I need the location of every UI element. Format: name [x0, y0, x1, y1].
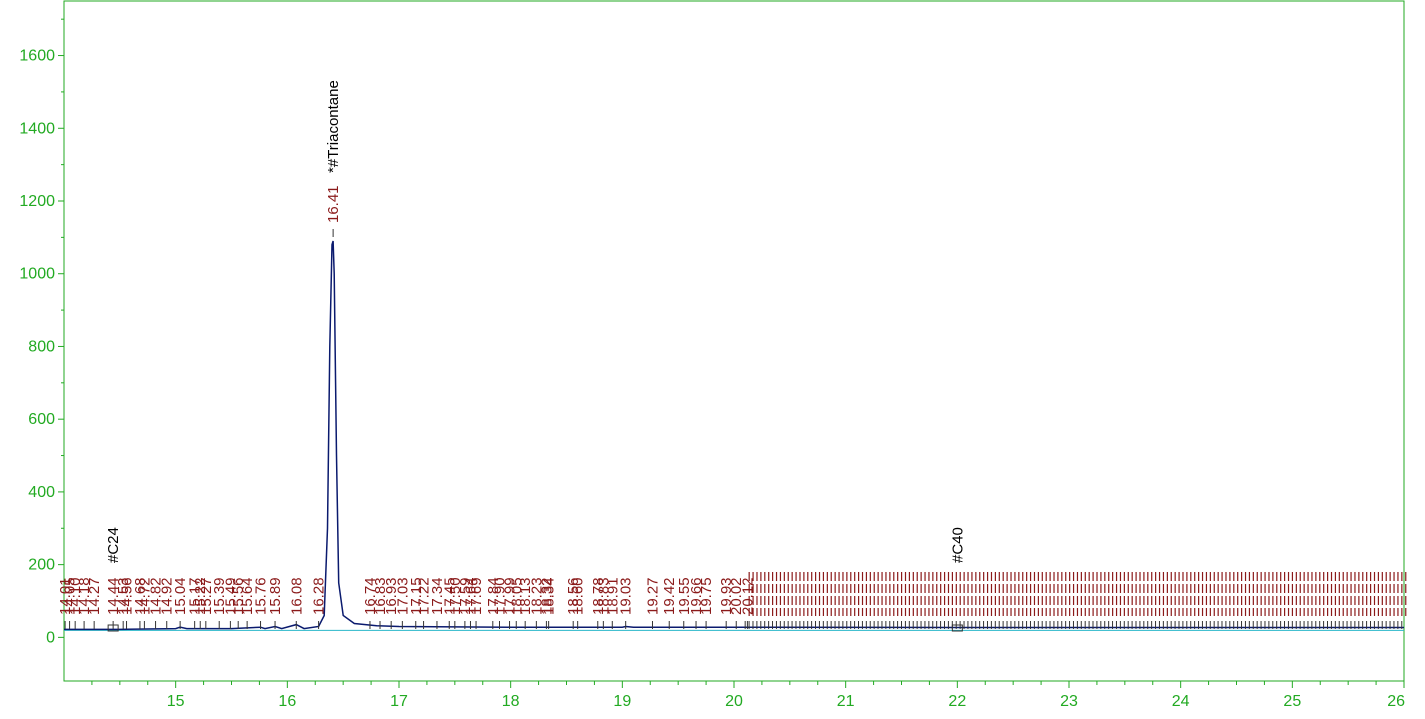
peak-rt-label: 14.05 — [62, 577, 79, 615]
peak-rt-label: 17.15 — [408, 577, 425, 615]
x-tick-label: 19 — [613, 693, 631, 710]
peak-rt-label: 14.10 — [67, 577, 84, 615]
y-axis: 0 200 400 600 800 1000 1200 1400 1600 — [19, 18, 64, 646]
compound-label: #C40 — [949, 527, 966, 563]
peak-rt-label: 15.17 — [187, 577, 204, 615]
peak-rt-label: 14.72 — [136, 577, 153, 615]
peak-rt-label: 19.03 — [618, 577, 635, 615]
peak-rt-label: 19.42 — [661, 577, 678, 615]
compound-label: *#Triacontane — [325, 80, 342, 173]
peak-rt-label: 17.59 — [457, 577, 474, 615]
x-tick-label: 18 — [502, 693, 520, 710]
y-tick-label: 1000 — [19, 266, 55, 283]
peak-rt-label: 19.55 — [676, 577, 693, 615]
peak-rt-label: 17.03 — [394, 577, 411, 615]
x-tick-label: 22 — [948, 693, 966, 710]
peak-rt-label: 16.08 — [288, 577, 305, 615]
peak-rt-label: 18.78 — [590, 577, 607, 615]
y-tick-label: 1600 — [19, 48, 55, 65]
peak-rt-label: 15.49 — [222, 577, 239, 615]
peak-rt-label: 14.92 — [159, 577, 176, 615]
peak-rt-label: 15.56 — [230, 577, 247, 615]
peak-rt-label: 17.69 — [468, 577, 485, 615]
peak-rt-label: 18.60 — [570, 577, 587, 615]
peak-rt-label: 17.84 — [485, 577, 502, 615]
peak-rt-label: 19.27 — [644, 577, 661, 615]
y-tick-label: 200 — [28, 557, 55, 574]
compound-window-marker — [107, 624, 119, 632]
peak-rt-label: 14.53 — [115, 577, 132, 615]
peak-rt-label: 16.28 — [311, 577, 328, 615]
compound-window-marker — [951, 624, 963, 632]
x-tick-label: 17 — [390, 693, 408, 710]
peak-rt-label: 18.56 — [565, 577, 582, 615]
peak-rt-label: 18.13 — [517, 577, 534, 615]
peak-rt-label: 17.50 — [447, 577, 464, 615]
peak-rt-label: 17.22 — [416, 577, 433, 615]
peak-rt-label: 14.27 — [86, 577, 103, 615]
peak-rt-label: 14.56 — [119, 577, 136, 615]
peak-rt-label: 14.18 — [76, 577, 93, 615]
y-tick-label: 1400 — [19, 120, 55, 137]
compound-label: #C24 — [105, 527, 122, 563]
y-tick-label: 1200 — [19, 193, 55, 210]
peak-rt-label: 17.45 — [441, 577, 458, 615]
peak-rt-label: 16.74 — [362, 577, 379, 615]
y-tick-label: 600 — [28, 411, 55, 428]
x-tick-label: 16 — [278, 693, 296, 710]
peak-rt-label: 18.34 — [541, 577, 558, 615]
peak-rt-label: 19.66 — [688, 577, 705, 615]
peak-rt-label: 15.04 — [172, 577, 189, 615]
peak-rt-label: 18.23 — [528, 577, 545, 615]
peak-rt-label: 16.83 — [372, 577, 389, 615]
peak-rt-label: 20.02 — [728, 577, 745, 615]
x-tick-label: 23 — [1060, 693, 1078, 710]
peak-rt-label: 16.93 — [383, 577, 400, 615]
x-tick-label: 21 — [837, 693, 855, 710]
peak-rt-label: 14.01 — [57, 577, 74, 615]
chromatogram-trace — [64, 240, 1404, 631]
peak-rt-label: 17.99 — [502, 577, 519, 615]
peak-rt-label: 19.75 — [698, 577, 715, 615]
peak-rt-label: 18.83 — [595, 577, 612, 615]
peak-rt-label: 14.68 — [132, 577, 149, 615]
x-tick-label: 20 — [725, 693, 743, 710]
peak-rt-label: 15.39 — [211, 577, 228, 615]
y-tick-label: 0 — [46, 629, 55, 646]
peak-rt-label: 17.34 — [429, 577, 446, 615]
x-tick-label: 24 — [1172, 693, 1190, 710]
x-tick-label: 15 — [167, 693, 185, 710]
peak-rt-label: 15.22 — [192, 577, 209, 615]
y-tick-label: 400 — [28, 484, 55, 501]
peak-rt-label: 17.64 — [462, 577, 479, 615]
x-tick-label: 25 — [1283, 693, 1301, 710]
peak-rt-label: 18.32 — [538, 577, 555, 615]
peak-rt-label: 20.12 — [739, 577, 756, 615]
peak-rt-label: 15.27 — [198, 577, 215, 615]
peak-rt-label: 16.41 — [325, 185, 342, 223]
peak-rt-label: 18.91 — [604, 577, 621, 615]
peak-rt-label: 15.64 — [239, 577, 256, 615]
peak-rt-label: 15.76 — [253, 577, 270, 615]
peak-rt-label: 14.44 — [105, 577, 122, 615]
peak-rt-label: 19.93 — [718, 577, 735, 615]
peak-rt-label: 17.90 — [492, 577, 509, 615]
peak-rt-label: 18.05 — [508, 577, 525, 615]
x-axis: 15 16 17 18 19 20 21 22 23 24 25 26 — [91, 681, 1405, 710]
y-tick-label: 800 — [28, 338, 55, 355]
x-tick-label: 26 — [1387, 693, 1405, 710]
peak-rt-label: 14.82 — [148, 577, 165, 615]
peak-rt-label: 15.89 — [267, 577, 284, 615]
